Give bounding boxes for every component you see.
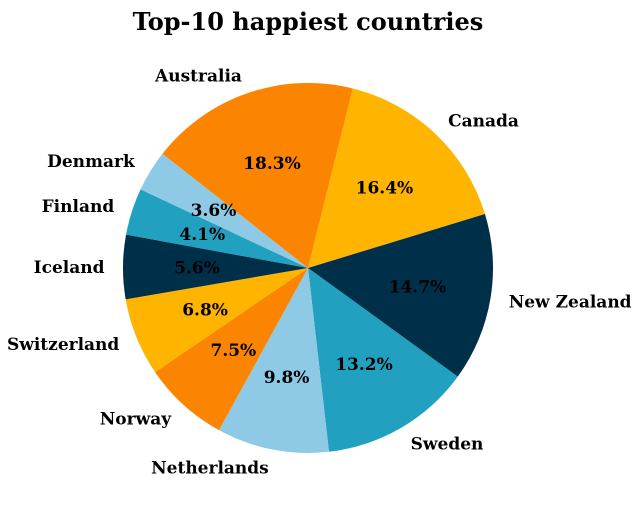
chart-title: Top-10 happiest countries (133, 7, 484, 36)
percent-label-finland: 4.1% (179, 225, 225, 245)
percent-label-iceland: 5.6% (174, 258, 220, 278)
category-label-sweden: Sweden (411, 435, 484, 455)
percent-label-australia: 18.3% (243, 154, 301, 174)
category-label-canada: Canada (448, 111, 519, 131)
pie-slice-sweden (308, 268, 458, 452)
category-label-denmark: Denmark (47, 152, 136, 172)
pie-slice-new-zealand (308, 214, 493, 377)
pie-slice-denmark (140, 153, 308, 268)
percent-label-sweden: 13.2% (335, 355, 393, 375)
category-label-switzerland: Switzerland (7, 335, 119, 355)
pie-slice-iceland (123, 234, 308, 300)
percent-label-switzerland: 6.8% (182, 301, 228, 321)
category-label-netherlands: Netherlands (151, 459, 269, 479)
category-label-norway: Norway (100, 410, 172, 430)
pie-slice-canada (308, 88, 485, 268)
pie-slices (123, 83, 493, 453)
percent-label-netherlands: 9.8% (264, 368, 310, 388)
category-labels: Canada New Zealand Sweden Netherlands Norway… (7, 67, 632, 479)
percent-label-canada: 16.4% (356, 179, 414, 199)
category-label-iceland: Iceland (34, 258, 105, 278)
percent-label-norway: 7.5% (210, 341, 256, 361)
category-label-finland: Finland (42, 197, 115, 217)
pie-slice-finland (126, 189, 308, 268)
percent-label-new-zealand: 14.7% (389, 277, 447, 297)
pie-slice-switzerland (125, 268, 308, 373)
category-label-new-zealand: New Zealand (509, 293, 632, 313)
category-label-australia: Australia (154, 67, 242, 87)
percent-labels: 16.4% 14.7% 13.2% 9.8% 7.5% 6.8% 5.6% 4.1% 3.6% 1… (174, 154, 446, 388)
pie-slice-australia (162, 83, 353, 268)
percent-label-denmark: 3.6% (191, 201, 237, 221)
pie-slice-netherlands (218, 268, 330, 453)
pie-slice-norway (155, 268, 308, 431)
